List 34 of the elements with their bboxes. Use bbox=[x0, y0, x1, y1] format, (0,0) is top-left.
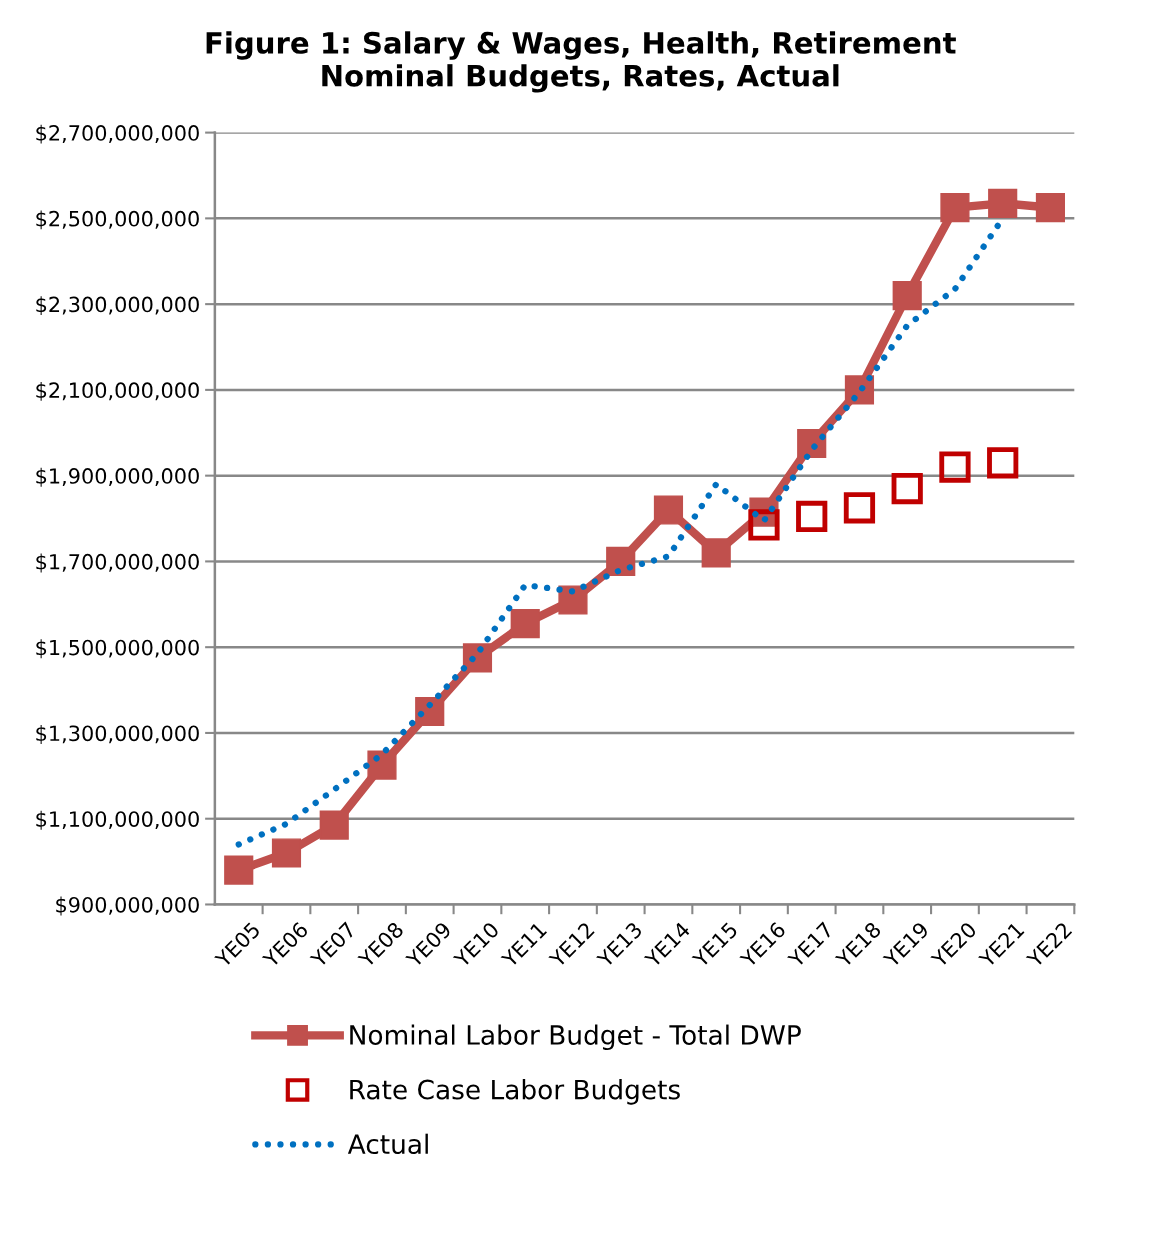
y-tick-label: $2,100,000,000 bbox=[36, 381, 199, 401]
y-tick-label: $1,300,000,000 bbox=[36, 725, 199, 744]
y-tick-label: $1,100,000,000 bbox=[36, 810, 199, 830]
point bbox=[940, 193, 970, 223]
point bbox=[748, 509, 780, 541]
point bbox=[892, 280, 922, 311]
point bbox=[987, 447, 1019, 479]
point bbox=[319, 810, 349, 840]
y-tick-label: $1,900,000,000 bbox=[36, 467, 199, 487]
point bbox=[1035, 193, 1066, 223]
y-tick-label: $2,700,000,000 bbox=[36, 124, 199, 144]
point bbox=[558, 585, 588, 615]
y-tick-label: $1,700,000,000 bbox=[36, 553, 199, 573]
y-tick-label: $1,500,000,000 bbox=[36, 639, 199, 659]
point bbox=[796, 500, 828, 533]
point bbox=[843, 492, 876, 524]
point bbox=[415, 696, 445, 727]
point bbox=[510, 609, 540, 639]
point bbox=[367, 750, 397, 780]
point bbox=[988, 188, 1018, 218]
point bbox=[701, 538, 731, 568]
point bbox=[653, 495, 684, 525]
point bbox=[939, 451, 971, 483]
y-tick-label: $2,300,000,000 bbox=[36, 296, 199, 316]
chart-title: Figure 1: Salary & Wages, Health, Retirement Nominal Budgets, Rates, Actual bbox=[206, 31, 956, 93]
point bbox=[606, 546, 636, 577]
y-tick-label: $900,000,000 bbox=[56, 896, 199, 916]
y-tick-label: $2,500,000,000 bbox=[36, 210, 199, 230]
legend-label: Rate Case Labor Budgets bbox=[350, 1079, 680, 1105]
point bbox=[271, 838, 302, 868]
point bbox=[891, 472, 923, 505]
legend-label: Nominal Labor Budget - Total DWP bbox=[350, 1024, 801, 1051]
point bbox=[224, 855, 254, 885]
legend-label: Actual bbox=[347, 1133, 428, 1155]
